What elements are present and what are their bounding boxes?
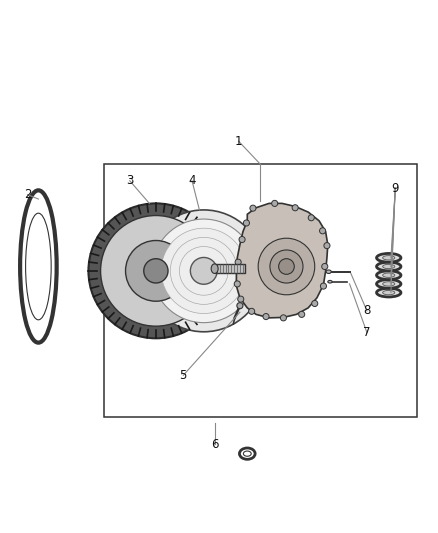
Circle shape bbox=[238, 296, 244, 302]
Ellipse shape bbox=[101, 215, 211, 326]
Circle shape bbox=[235, 259, 241, 265]
Ellipse shape bbox=[383, 282, 395, 286]
Ellipse shape bbox=[383, 290, 395, 295]
Ellipse shape bbox=[161, 228, 247, 313]
Circle shape bbox=[299, 311, 305, 318]
Circle shape bbox=[237, 303, 243, 309]
Ellipse shape bbox=[211, 264, 218, 273]
Ellipse shape bbox=[191, 257, 217, 284]
Ellipse shape bbox=[88, 204, 223, 338]
Circle shape bbox=[308, 215, 314, 221]
Ellipse shape bbox=[152, 219, 255, 322]
Ellipse shape bbox=[377, 288, 401, 297]
Circle shape bbox=[280, 315, 286, 321]
Text: 7: 7 bbox=[363, 326, 371, 339]
Circle shape bbox=[250, 205, 256, 211]
Ellipse shape bbox=[180, 246, 228, 295]
Ellipse shape bbox=[144, 259, 168, 283]
Text: 3: 3 bbox=[126, 174, 134, 187]
Ellipse shape bbox=[25, 213, 51, 320]
Circle shape bbox=[322, 263, 328, 270]
Circle shape bbox=[234, 281, 240, 287]
Ellipse shape bbox=[377, 254, 401, 262]
Text: 9: 9 bbox=[392, 182, 399, 195]
Ellipse shape bbox=[170, 237, 237, 304]
Text: 1: 1 bbox=[235, 135, 242, 148]
Ellipse shape bbox=[377, 279, 401, 288]
Circle shape bbox=[249, 308, 254, 314]
Text: 6: 6 bbox=[211, 438, 219, 450]
Text: 5: 5 bbox=[180, 369, 187, 382]
Ellipse shape bbox=[279, 259, 294, 274]
Ellipse shape bbox=[20, 190, 57, 343]
Circle shape bbox=[321, 283, 326, 289]
FancyBboxPatch shape bbox=[215, 264, 245, 273]
Circle shape bbox=[244, 220, 250, 226]
Ellipse shape bbox=[328, 280, 332, 283]
Circle shape bbox=[263, 313, 269, 320]
Circle shape bbox=[272, 200, 278, 206]
Ellipse shape bbox=[143, 210, 265, 332]
Circle shape bbox=[324, 243, 330, 249]
Bar bbox=[104, 164, 417, 417]
Ellipse shape bbox=[244, 451, 251, 456]
Ellipse shape bbox=[377, 262, 401, 271]
Circle shape bbox=[292, 205, 298, 211]
Ellipse shape bbox=[383, 273, 395, 277]
Text: 2: 2 bbox=[24, 188, 31, 201]
Ellipse shape bbox=[383, 256, 395, 260]
Text: 4: 4 bbox=[188, 174, 196, 187]
Text: 8: 8 bbox=[363, 304, 371, 317]
Polygon shape bbox=[237, 204, 328, 318]
Circle shape bbox=[320, 228, 325, 234]
Ellipse shape bbox=[270, 250, 303, 283]
Ellipse shape bbox=[126, 240, 186, 301]
Ellipse shape bbox=[258, 238, 315, 295]
Ellipse shape bbox=[377, 271, 401, 279]
Ellipse shape bbox=[240, 448, 255, 459]
Circle shape bbox=[312, 301, 318, 306]
Ellipse shape bbox=[383, 264, 395, 269]
Ellipse shape bbox=[326, 270, 331, 273]
Circle shape bbox=[239, 237, 245, 243]
